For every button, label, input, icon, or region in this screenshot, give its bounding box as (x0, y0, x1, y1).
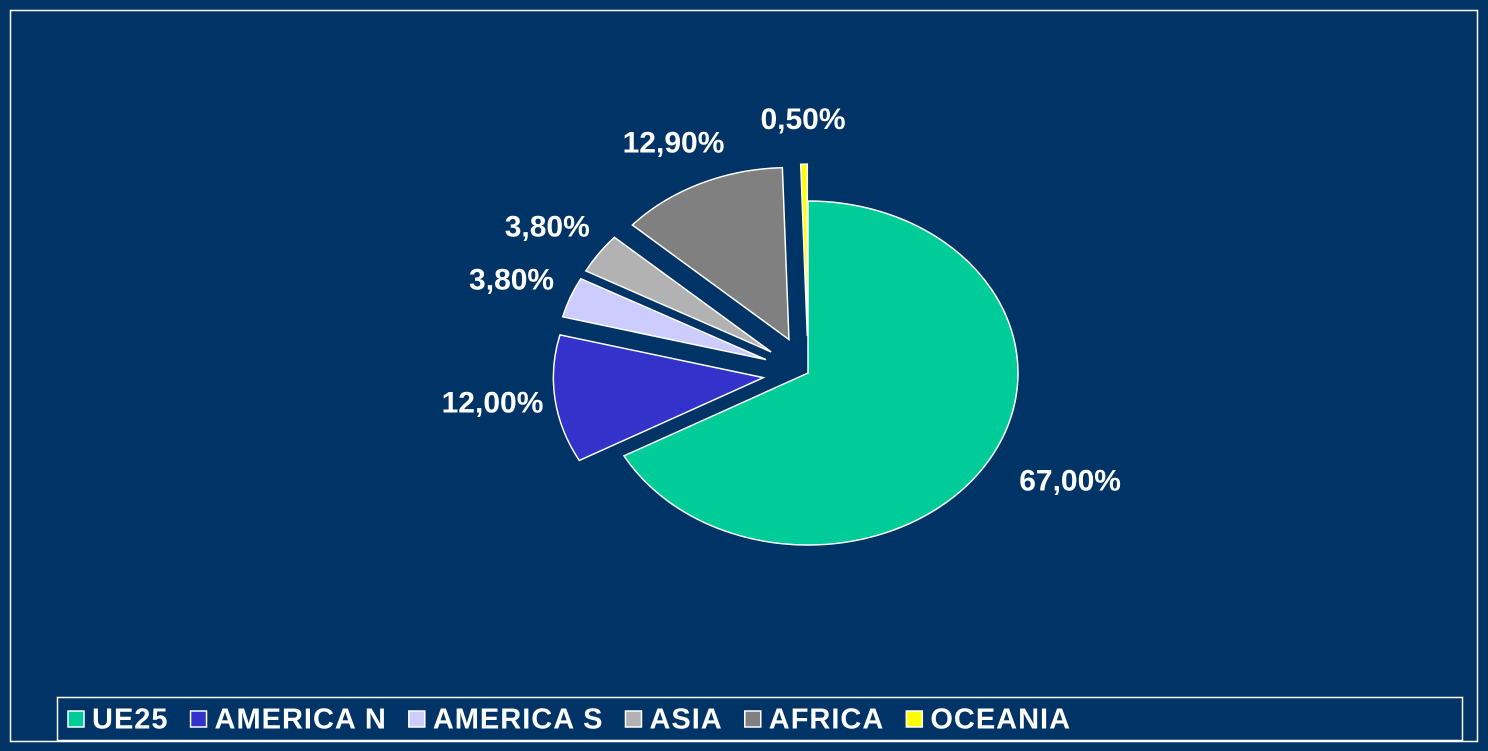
legend-swatch (189, 710, 208, 728)
data-label: 3,80% (505, 211, 590, 244)
legend-swatch (624, 710, 643, 728)
data-label: 67,00% (1019, 464, 1121, 497)
pie-slice (584, 236, 772, 353)
data-label: 3,80% (469, 264, 554, 297)
legend-label: AMERICA S (433, 704, 604, 736)
legend-label: AFRICA (769, 704, 885, 736)
legend-label: UE25 (92, 704, 169, 736)
legend-label: ASIA (649, 704, 722, 736)
legend-swatch (905, 710, 924, 728)
pie-slice (799, 163, 809, 337)
pie-slice (622, 200, 1019, 546)
pie-slice (561, 277, 767, 361)
legend-swatch (408, 710, 426, 728)
pie-slice (631, 166, 790, 342)
legend-swatch (744, 710, 762, 728)
pie-slice (552, 333, 766, 462)
legend-label: OCEANIA (930, 704, 1071, 736)
data-label: 0,50% (760, 103, 845, 136)
data-label: 12,90% (623, 127, 725, 160)
data-label: 12,00% (442, 386, 544, 419)
frame (9, 9, 1479, 743)
legend-box (56, 696, 1464, 742)
legend-label: AMERICA N (215, 704, 387, 736)
legend-swatch (67, 710, 85, 728)
